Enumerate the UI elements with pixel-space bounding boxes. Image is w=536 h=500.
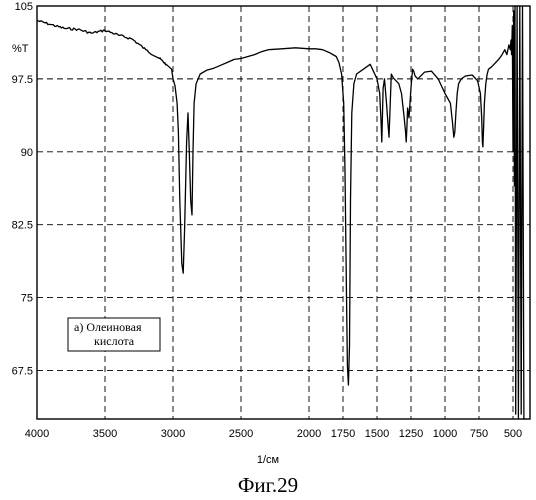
tick-labels: 4000 3500 3000 2500 2000 1750 1500 1250 1000 750 5… bbox=[12, 1, 523, 440]
y-tick-label: 90 bbox=[21, 147, 33, 159]
x-tick-label: 1000 bbox=[433, 428, 457, 440]
y-tick-label: 105 bbox=[15, 1, 33, 13]
y-tick-label: 67.5 bbox=[12, 365, 33, 377]
x-tick-label: 750 bbox=[470, 428, 488, 440]
grid-lines bbox=[37, 6, 530, 419]
x-tick-label: 500 bbox=[504, 428, 522, 440]
legend-line-2: кислота bbox=[94, 334, 135, 348]
spectrum-line bbox=[37, 6, 525, 419]
x-tick-label: 1500 bbox=[365, 428, 389, 440]
legend-line-1: а) Олеиновая bbox=[74, 320, 142, 334]
y-tick-label: 82.5 bbox=[12, 220, 33, 232]
y-unit-label: %T bbox=[12, 43, 29, 55]
y-tick-label: 97.5 bbox=[12, 74, 33, 86]
x-tick-label: 2500 bbox=[229, 428, 253, 440]
y-tick-label: 75 bbox=[21, 293, 33, 305]
plot-frame bbox=[37, 6, 530, 419]
x-axis-label: 1/см bbox=[257, 454, 279, 466]
figure-caption: Фиг.29 bbox=[238, 473, 298, 497]
x-tick-label: 4000 bbox=[25, 428, 49, 440]
x-tick-label: 2000 bbox=[297, 428, 321, 440]
x-tick-label: 1750 bbox=[331, 428, 355, 440]
x-tick-label: 1250 bbox=[399, 428, 423, 440]
x-tick-label: 3000 bbox=[161, 428, 185, 440]
x-tick-label: 3500 bbox=[93, 428, 117, 440]
